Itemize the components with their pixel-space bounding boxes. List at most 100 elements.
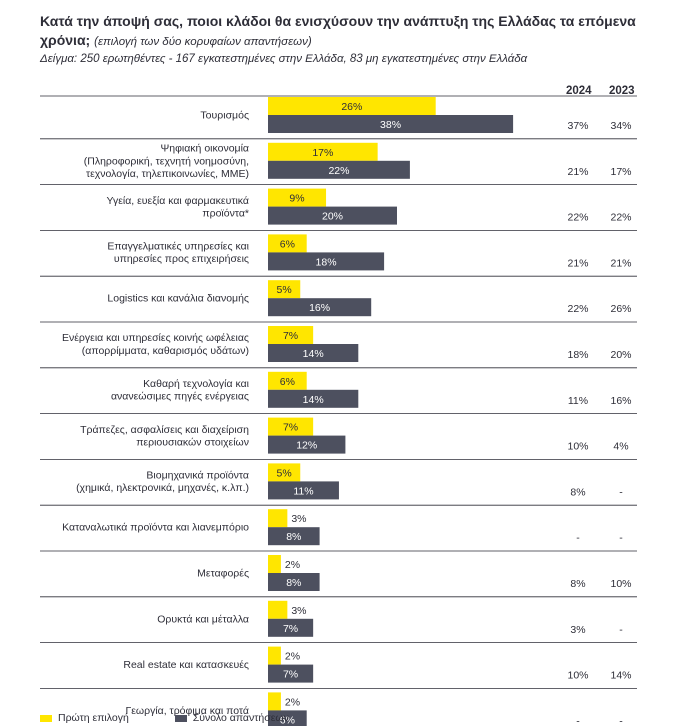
data-label-first-8: 5%	[277, 467, 292, 479]
value-2024-2: 22%	[567, 212, 588, 224]
data-label-total-1: 22%	[328, 165, 349, 177]
category-label-11-0: Ορυκτά και μέταλλα	[157, 613, 249, 625]
category-label-3-1: υπηρεσίες προς επιχειρήσεις	[114, 253, 249, 265]
bar-first-5	[268, 326, 314, 344]
category-label-8-1: (χημικά, ηλεκτρονικά, μηχανές, κ.λπ.)	[76, 482, 249, 494]
value-2024-1: 21%	[567, 166, 588, 178]
bar-first-7	[268, 417, 314, 436]
data-label-first-3: 6%	[280, 238, 295, 250]
value-2023-1: 17%	[610, 166, 631, 178]
bar-total-0	[268, 115, 514, 133]
legend-label-total: Σύνολο απαντήσεων	[192, 712, 289, 724]
category-label-5-1: (απορρίμματα, καθαρισμός υδάτων)	[82, 345, 249, 357]
value-2023-2: 22%	[610, 212, 631, 224]
category-label-10-0: Μεταφορές	[197, 568, 249, 580]
year-header-2023: 2023	[609, 85, 635, 97]
category-label-1-2: τεχνολογία, τηλεπικοινωνίες, ΜΜΕ)	[86, 168, 249, 180]
legend-item-total: Σύνολο απαντήσεων	[174, 712, 289, 724]
bar-total-5	[268, 344, 359, 362]
value-2023-5: 20%	[610, 349, 631, 361]
value-2024-4: 22%	[567, 303, 588, 315]
category-label-1-0: Ψηφιακή οικονομία	[160, 143, 249, 155]
category-label-7-0: Τράπεζες, ασφαλίσεις και διαχείριση	[80, 424, 249, 436]
bar-total-10	[268, 573, 320, 591]
value-2023-12: 14%	[610, 670, 631, 682]
bar-first-2	[268, 188, 327, 207]
bar-total-1	[268, 160, 410, 179]
bar-first-4	[268, 280, 301, 299]
data-label-first-0: 26%	[341, 101, 362, 113]
category-label-4-0: Logistics και κανάλια διανομής	[107, 293, 249, 305]
bar-total-3	[268, 252, 385, 271]
value-2024-10: 8%	[570, 578, 585, 590]
bar-first-8	[268, 463, 301, 482]
value-2024-6: 11%	[568, 395, 588, 407]
value-2023-6: 16%	[610, 395, 631, 407]
category-label-8-0: Βιομηχανικά προϊόντα	[146, 470, 249, 482]
bar-total-7	[268, 435, 346, 454]
bar-first-11	[268, 600, 288, 619]
value-2024-11: 3%	[570, 624, 585, 636]
data-label-first-11: 3%	[291, 605, 306, 617]
bar-first-1	[268, 142, 378, 161]
legend-swatch-first	[40, 714, 52, 722]
chart-title-text: Κατά την άποψή σας, ποιοι κλάδοι θα ενισ…	[40, 13, 636, 48]
data-label-first-1: 17%	[312, 147, 333, 159]
category-label-2-1: προϊόντα*	[202, 207, 249, 219]
category-label-6-1: ανανεώσιμες πηγές ενέργειας	[111, 391, 249, 403]
legend-label-first: Πρώτη επιλογή	[58, 712, 129, 724]
data-label-first-6: 6%	[280, 376, 295, 388]
data-label-total-5: 14%	[303, 348, 324, 360]
data-label-total-9: 8%	[286, 531, 301, 543]
data-label-first-12: 2%	[285, 651, 300, 663]
value-2024-0: 37%	[567, 120, 588, 132]
data-label-first-9: 3%	[291, 513, 306, 525]
data-label-first-4: 5%	[277, 284, 292, 296]
category-label-2-0: Υγεία, ευεξία και φαρμακευτικά	[106, 195, 249, 207]
data-label-first-13: 2%	[285, 696, 300, 708]
value-2024-13: -	[576, 715, 580, 726]
legend-swatch-total	[174, 714, 187, 722]
value-2024-12: 10%	[567, 670, 588, 682]
value-2024-7: 10%	[567, 441, 588, 453]
data-label-total-3: 18%	[316, 256, 337, 268]
data-label-total-11: 7%	[283, 623, 298, 635]
value-2024-9: -	[576, 532, 580, 544]
data-label-total-13: 6%	[280, 714, 295, 726]
value-2023-11: -	[619, 624, 623, 636]
data-label-total-10: 8%	[286, 577, 301, 589]
legend: Πρώτη επιλογή Σύνολο απαντήσεων	[40, 712, 335, 724]
legend-item-first: Πρώτη επιλογή	[40, 712, 129, 724]
category-label-9-0: Καταναλωτικά προϊόντα και λιανεμπόριο	[62, 522, 249, 534]
bar-total-4	[268, 298, 372, 317]
value-2023-3: 21%	[610, 257, 631, 269]
data-label-total-6: 14%	[303, 394, 324, 406]
value-2023-4: 26%	[610, 303, 631, 315]
bar-first-10	[268, 555, 281, 573]
chart-title: Κατά την άποψή σας, ποιοι κλάδοι θα ενισ…	[40, 12, 680, 52]
category-label-1-1: (Πληροφορική, τεχνητή νοημοσύνη,	[84, 155, 249, 167]
bar-first-3	[268, 234, 307, 253]
category-label-6-0: Καθαρή τεχνολογία και	[143, 378, 250, 390]
bar-total-8	[268, 481, 339, 500]
bar-first-0	[268, 97, 436, 115]
value-2024-8: 8%	[570, 486, 585, 498]
value-2023-8: -	[619, 486, 623, 498]
bar-first-9	[268, 509, 288, 528]
bar-total-9	[268, 527, 320, 546]
bar-first-13	[268, 692, 281, 711]
bar-total-13	[268, 710, 307, 726]
category-label-13-0: Γεωργία, τρόφιμα και ποτά	[125, 705, 249, 717]
data-label-total-4: 16%	[309, 302, 330, 314]
data-label-total-7: 12%	[296, 440, 317, 452]
value-2023-7: 4%	[613, 441, 628, 453]
value-2023-13: -	[619, 715, 623, 726]
category-label-5-0: Ενέργεια και υπηρεσίες κοινής ωφέλειας	[62, 332, 249, 344]
data-label-first-10: 2%	[285, 559, 300, 571]
year-header-2024: 2024	[566, 85, 592, 97]
category-label-0-0: Τουρισμός	[200, 110, 249, 122]
value-2024-5: 18%	[567, 349, 588, 361]
bar-total-2	[268, 206, 397, 225]
bar-first-6	[268, 371, 307, 390]
